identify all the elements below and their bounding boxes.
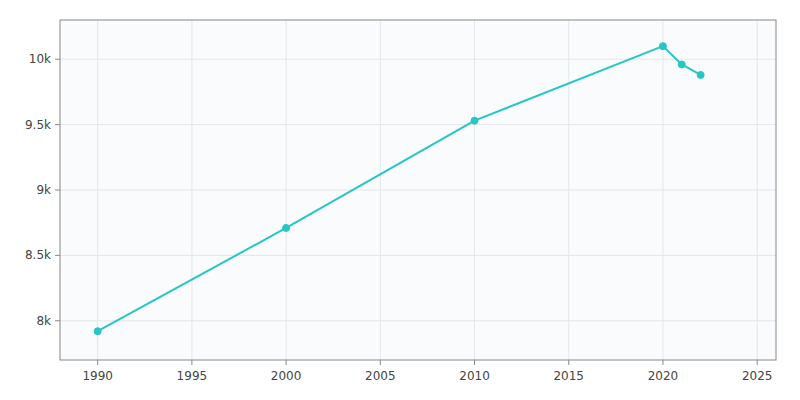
tick-label-y: 8k bbox=[36, 314, 51, 328]
tick-label-y: 9k bbox=[36, 183, 51, 197]
tick-label-y: 9.5k bbox=[25, 118, 51, 132]
tick-x bbox=[380, 360, 381, 365]
tick-label-y: 8.5k bbox=[25, 248, 51, 262]
tick-label-x: 2000 bbox=[271, 369, 302, 383]
plot-background bbox=[60, 20, 776, 360]
page: {"chart_data": {"type": "line", "x": [19… bbox=[0, 0, 800, 400]
tick-label-x: 2025 bbox=[742, 369, 773, 383]
tick-x bbox=[97, 360, 98, 365]
grid-line-y bbox=[60, 190, 776, 191]
data-layer bbox=[94, 43, 704, 335]
grid-line-y bbox=[60, 320, 776, 321]
point bbox=[94, 328, 101, 335]
point bbox=[678, 61, 685, 68]
tick-x bbox=[568, 360, 569, 365]
chart-container: 1990 1995 2000 2005 2010 2015 2020 2025 8k 8.5k 9k… bbox=[0, 0, 800, 400]
tick-x bbox=[474, 360, 475, 365]
line bbox=[98, 46, 701, 331]
tick-y bbox=[55, 320, 60, 321]
point bbox=[283, 224, 290, 231]
tick-label-x: 2020 bbox=[648, 369, 679, 383]
tick-label-x: 1995 bbox=[177, 369, 208, 383]
tick-label-x: 2015 bbox=[553, 369, 584, 383]
plot-frame bbox=[60, 20, 776, 360]
tick-x bbox=[757, 360, 758, 365]
grid-line-y bbox=[60, 255, 776, 256]
tick-x bbox=[662, 360, 663, 365]
point bbox=[697, 71, 704, 78]
grid bbox=[60, 20, 776, 360]
tick-x bbox=[286, 360, 287, 365]
tick-y bbox=[55, 190, 60, 191]
axes: 1990 1995 2000 2005 2010 2015 2020 2025 8k 8.5k 9k… bbox=[25, 20, 776, 383]
tick-y bbox=[55, 124, 60, 125]
point bbox=[659, 43, 666, 50]
tick-label-x: 1990 bbox=[82, 369, 113, 383]
tick-y bbox=[55, 255, 60, 256]
tick-x bbox=[191, 360, 192, 365]
tick-label-x: 2010 bbox=[459, 369, 490, 383]
point bbox=[471, 117, 478, 124]
tick-y bbox=[55, 59, 60, 60]
grid-line-y bbox=[60, 59, 776, 60]
chart: 1990 1995 2000 2005 2010 2015 2020 2025 8k 8.5k 9k… bbox=[0, 0, 800, 400]
grid-line-y bbox=[60, 124, 776, 125]
tick-label-y: 10k bbox=[29, 52, 51, 66]
tick-label-x: 2005 bbox=[365, 369, 396, 383]
